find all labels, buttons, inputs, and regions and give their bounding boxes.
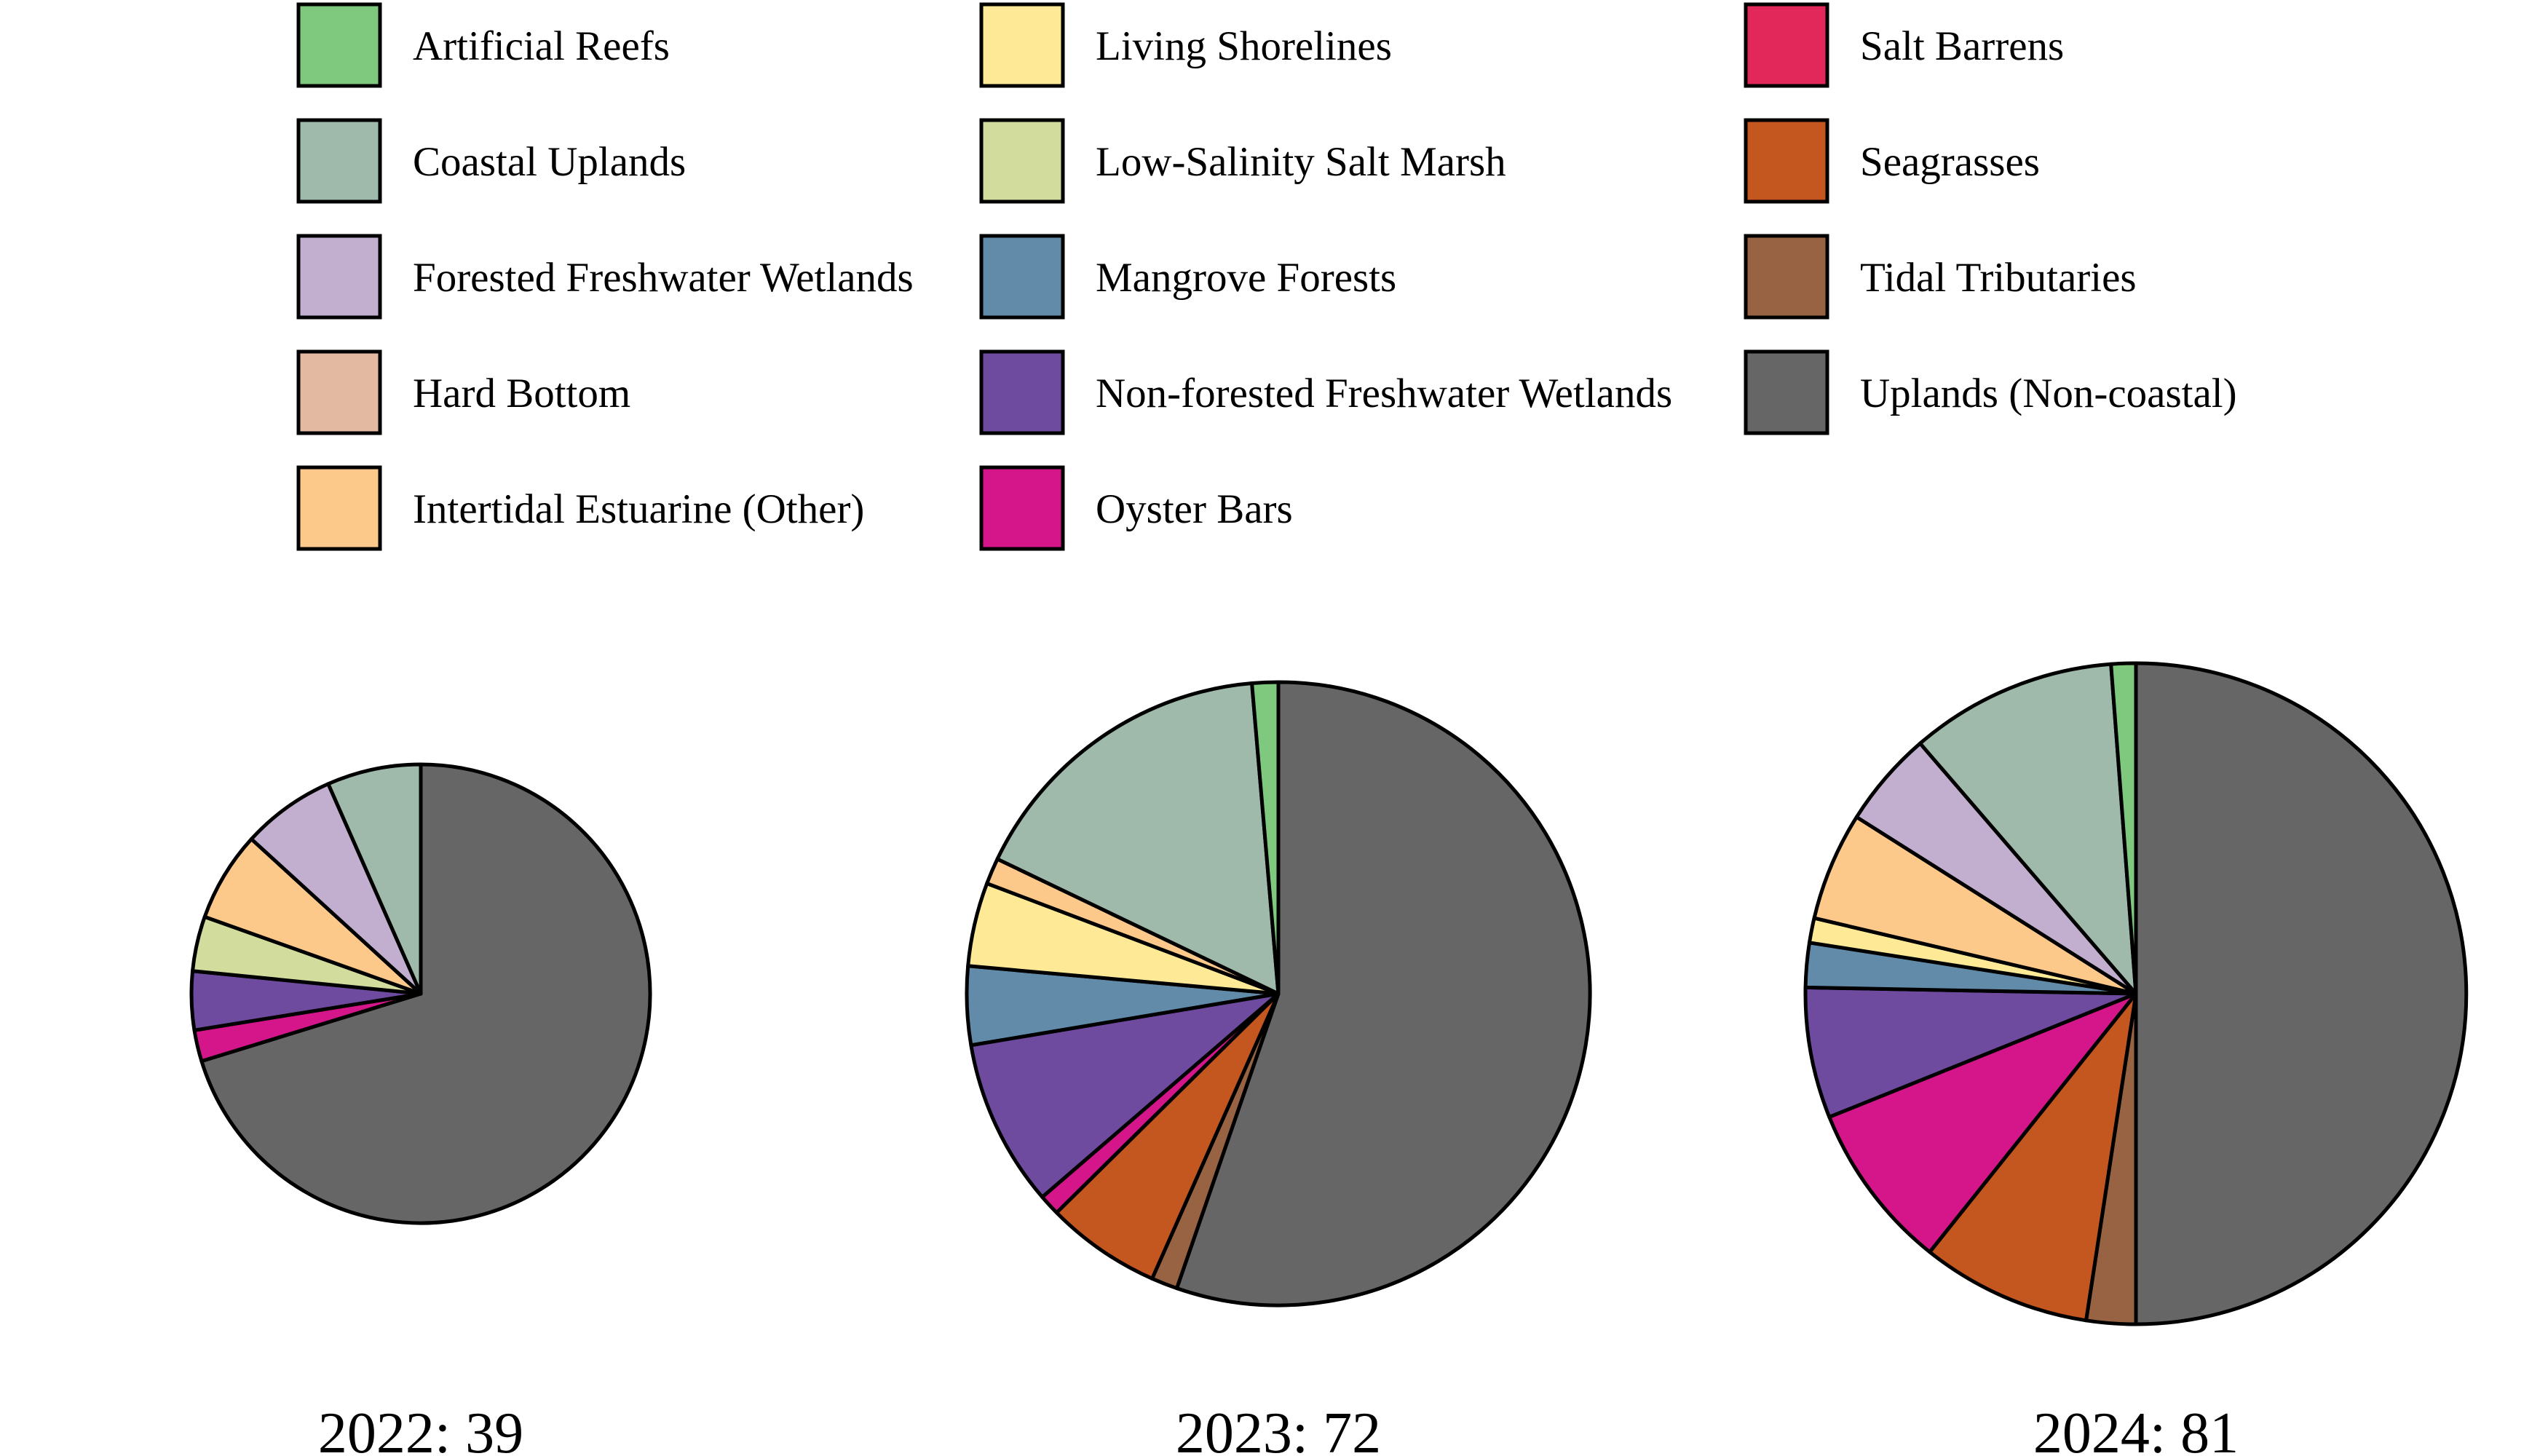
legend-label: Non-forested Freshwater Wetlands <box>1096 371 1672 416</box>
legend-label: Intertidal Estuarine (Other) <box>413 486 864 532</box>
legend-item-living-shorelines: Living Shorelines <box>979 2 1392 88</box>
legend-item-oyster-bars: Oyster Bars <box>979 465 1293 551</box>
legend-item-hard-bottom: Hard Bottom <box>296 349 630 435</box>
pie-title-2023: 2023: 72 <box>1176 1401 1381 1456</box>
legend-swatch <box>1744 118 1829 204</box>
pie-slice-non-forested-freshwater-wetlands <box>1803 985 2138 1119</box>
legend-swatch <box>1744 234 1829 320</box>
legend-label: Mangrove Forests <box>1096 255 1396 301</box>
pie-2022: 2022: 39 <box>189 762 652 1456</box>
legend-label: Living Shorelines <box>1096 23 1392 69</box>
legend-label: Tidal Tributaries <box>1860 255 2137 301</box>
legend-item-low-salinity-salt-marsh: Low-Salinity Salt Marsh <box>979 118 1506 204</box>
pie-2023: 2023: 72 <box>965 680 1592 1456</box>
pie-slice-intertidal-estuarine-other <box>1812 815 2138 996</box>
legend-swatch <box>979 234 1065 320</box>
legend-item-seagrasses: Seagrasses <box>1744 118 2040 204</box>
pie-charts: 2022: 39 2023: 72 2024: 81 <box>189 661 2469 1456</box>
pie-title-2022: 2022: 39 <box>318 1401 523 1456</box>
pie-slice-uplands-non-coastal <box>2134 661 2469 1326</box>
legend-swatch <box>296 2 382 88</box>
pie-slice-non-forested-freshwater-wetlands <box>969 992 1281 1199</box>
pie-slice-artificial-reefs <box>2109 661 2138 996</box>
legend-swatch <box>1744 349 1829 435</box>
pie-slice-coastal-uplands <box>1918 662 2138 996</box>
pie-title-2024: 2024: 81 <box>2033 1401 2239 1456</box>
legend-swatch <box>979 349 1065 435</box>
pie-2024: 2024: 81 <box>1803 661 2469 1456</box>
legend-item-intertidal-estuarine-other: Intertidal Estuarine (Other) <box>296 465 864 551</box>
pie-slice-coastal-uplands <box>326 762 423 996</box>
legend-label: Low-Salinity Salt Marsh <box>1096 139 1506 185</box>
legend-item-salt-barrens: Salt Barrens <box>1744 2 2064 88</box>
legend-swatch <box>1744 2 1829 88</box>
legend: Artificial Reefs Coastal Uplands Forested … <box>296 2 2237 551</box>
legend-item-forested-freshwater-wetlands: Forested Freshwater Wetlands <box>296 234 914 320</box>
legend-label: Hard Bottom <box>413 371 630 416</box>
legend-swatch <box>296 349 382 435</box>
legend-swatch <box>296 465 382 551</box>
legend-swatch <box>296 118 382 204</box>
pie-slice-forested-freshwater-wetlands <box>249 782 423 996</box>
legend-item-mangrove-forests: Mangrove Forests <box>979 234 1396 320</box>
pie-slice-artificial-reefs <box>1250 680 1281 996</box>
legend-item-coastal-uplands: Coastal Uplands <box>296 118 686 204</box>
legend-item-uplands-non-coastal: Uplands (Non-coastal) <box>1744 349 2237 435</box>
pie-slice-coastal-uplands <box>995 681 1281 996</box>
legend-item-artificial-reefs: Artificial Reefs <box>296 2 670 88</box>
legend-label: Uplands (Non-coastal) <box>1860 371 2237 416</box>
pie-slice-oyster-bars <box>1827 992 2138 1254</box>
pie-slice-seagrasses <box>1054 992 1281 1281</box>
legend-label: Oyster Bars <box>1096 486 1293 532</box>
legend-swatch <box>296 234 382 320</box>
legend-swatch <box>979 118 1065 204</box>
legend-swatch <box>979 465 1065 551</box>
pie-slice-seagrasses <box>1928 992 2138 1323</box>
legend-item-tidal-tributaries: Tidal Tributaries <box>1744 234 2137 320</box>
legend-label: Forested Freshwater Wetlands <box>413 255 914 301</box>
legend-label: Seagrasses <box>1860 139 2040 185</box>
legend-swatch <box>979 2 1065 88</box>
legend-label: Salt Barrens <box>1860 23 2064 69</box>
legend-item-non-forested-freshwater-wetlands: Non-forested Freshwater Wetlands <box>979 349 1672 435</box>
legend-label: Artificial Reefs <box>413 23 670 69</box>
pie-slice-uplands-non-coastal <box>199 762 652 1225</box>
legend-label: Coastal Uplands <box>413 139 686 185</box>
